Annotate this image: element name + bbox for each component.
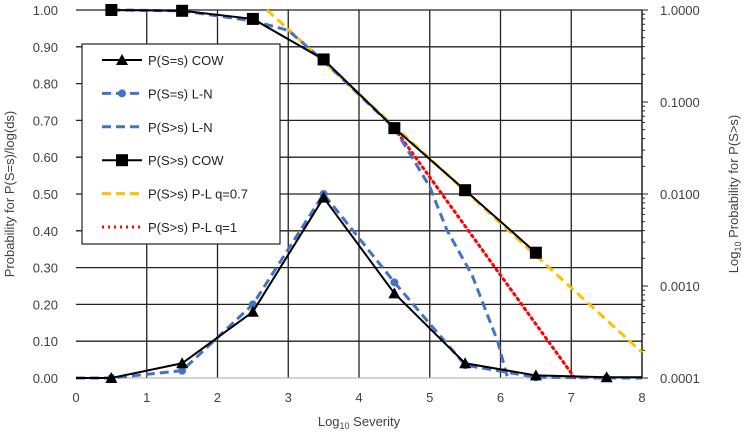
legend-label: P(S=s) COW xyxy=(148,53,224,68)
legend: P(S=s) COW P(S=s) L-N P(S>s) L-N P(S>s) COW… xyxy=(81,43,281,245)
triangle-marker xyxy=(176,357,189,369)
legend-label: P(S>s) P-L q=0.7 xyxy=(148,187,248,202)
series-line xyxy=(76,191,642,380)
y-tick-label: 0.50 xyxy=(33,187,58,202)
y-tick-label: 0.80 xyxy=(33,77,58,92)
square-marker xyxy=(529,246,542,259)
y2-tick-label: 0.0100 xyxy=(660,187,700,202)
triangle-marker xyxy=(529,369,542,381)
y-tick-label: 0.20 xyxy=(33,297,58,312)
x-tick-label: 1 xyxy=(143,390,150,405)
series-p-s-s-cow xyxy=(76,191,642,383)
square-marker xyxy=(176,4,189,17)
legend-label: P(S>s) COW xyxy=(148,153,224,168)
x-tick-label: 5 xyxy=(426,390,433,405)
y-tick-label: 0.90 xyxy=(33,40,58,55)
y2-axis-ticks: 0.0001 0.0010 0.0100 0.1000 1.0000 xyxy=(641,3,700,386)
y2-tick-label: 1.0000 xyxy=(660,3,700,18)
square-marker xyxy=(317,53,330,66)
triangle-marker xyxy=(317,191,330,203)
y-tick-label: 0.40 xyxy=(33,224,58,239)
circle-marker xyxy=(178,366,187,375)
square-marker xyxy=(105,4,118,16)
square-marker xyxy=(116,154,128,167)
triangle-marker xyxy=(388,287,401,299)
series xyxy=(76,4,644,383)
y2-tick-label: 0.1000 xyxy=(660,95,700,110)
triangle-marker xyxy=(459,357,472,369)
y2-tick-label: 0.0001 xyxy=(660,371,700,386)
legend-item: P(S=s) COW xyxy=(102,53,224,68)
x-tick-label: 3 xyxy=(285,390,292,405)
square-marker xyxy=(246,12,259,25)
series-p-s-s-cow xyxy=(105,4,542,259)
circle-marker xyxy=(390,278,399,287)
triangle-marker xyxy=(116,54,128,65)
legend-item: P(S>s) P-L q=0.7 xyxy=(102,187,248,202)
x-tick-label: 6 xyxy=(497,390,504,405)
circle-marker xyxy=(248,300,257,309)
y-tick-label: 0.70 xyxy=(33,113,58,128)
legend-item: P(S>s) L-N xyxy=(102,120,213,135)
square-marker xyxy=(388,122,401,135)
legend-label: P(S=s) L-N xyxy=(148,86,213,101)
y-axis-label: Probability for P(S=s)/log(ds) xyxy=(2,111,17,278)
y-axis-ticks: 0.00 0.10 0.20 0.30 0.40 0.50 0.60 0.70 0.80 0.90… xyxy=(33,3,58,386)
y-tick-label: 0.30 xyxy=(33,261,58,276)
x-axis-ticks: 0 1 2 3 4 5 6 7 8 xyxy=(72,390,645,405)
legend-item: P(S>s) P-L q=1 xyxy=(102,220,237,235)
y-tick-label: 0.00 xyxy=(33,371,58,386)
legend-box xyxy=(81,43,281,245)
legend-item: P(S>s) COW xyxy=(102,153,224,168)
y2-tick-label: 0.0010 xyxy=(660,279,700,294)
legend-label: P(S>s) L-N xyxy=(148,120,213,135)
x-tick-label: 7 xyxy=(568,390,575,405)
circle-marker xyxy=(118,89,126,98)
y-tick-label: 0.60 xyxy=(33,150,58,165)
y2-axis-label: Log10 Probability for P(S>s) xyxy=(726,115,743,274)
legend-label: P(S>s) P-L q=1 xyxy=(148,220,237,235)
x-tick-label: 4 xyxy=(355,390,362,405)
x-tick-label: 0 xyxy=(72,390,79,405)
square-marker xyxy=(459,184,472,197)
legend-item: P(S=s) L-N xyxy=(102,86,213,101)
y-tick-label: 0.10 xyxy=(33,334,58,349)
x-tick-label: 2 xyxy=(214,390,221,405)
x-axis-label: Log10 Severity xyxy=(318,414,401,431)
y-tick-label: 1.00 xyxy=(33,3,58,18)
series-line xyxy=(392,126,577,380)
x-tick-label: 8 xyxy=(638,390,645,405)
triangle-marker xyxy=(246,305,259,317)
series-p-s-s-p-l-q-1 xyxy=(392,126,577,380)
series-line xyxy=(76,195,642,379)
triangle-marker xyxy=(105,372,118,383)
triangle-marker xyxy=(600,371,613,383)
